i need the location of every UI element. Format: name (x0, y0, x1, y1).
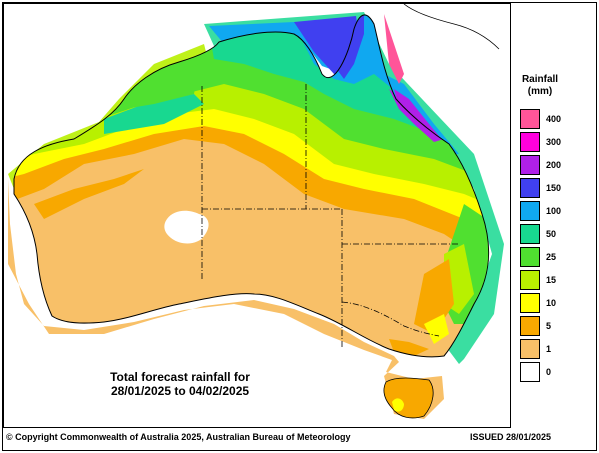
legend-label-300: 300 (546, 137, 562, 147)
legend-label-150: 150 (546, 183, 562, 193)
legend-label-100: 100 (546, 206, 562, 216)
caption-line-2: 28/01/2025 to 04/02/2025 (110, 384, 250, 398)
legend-label-400: 400 (546, 114, 562, 124)
legend-swatch-400 (520, 109, 540, 129)
legend-label-25: 25 (546, 252, 557, 262)
tasmania (383, 377, 434, 419)
issued-date: ISSUED 28/01/2025 (470, 432, 552, 442)
legend-swatch-10 (520, 293, 540, 313)
state-borders (201, 84, 459, 349)
legend-label-200: 200 (546, 160, 562, 170)
rainfall-map (3, 3, 511, 428)
legend-swatch-300 (520, 132, 540, 152)
legend-label-50: 50 (546, 229, 557, 239)
legend-swatch-200 (520, 155, 540, 175)
legend-swatch-50 (520, 224, 540, 244)
legend-swatch-150 (520, 178, 540, 198)
legend-swatch-15 (520, 270, 540, 290)
map-caption: Total forecast rainfall for 28/01/2025 t… (70, 370, 290, 398)
legend-label-0: 0 (546, 367, 552, 377)
legend-label-10: 10 (546, 298, 557, 308)
legend-label-1: 1 (546, 344, 552, 354)
legend-title-line-1: Rainfall (521, 74, 559, 85)
legend-swatch-100 (520, 201, 540, 221)
legend-swatch-0 (520, 362, 540, 382)
png-coastline (403, 4, 500, 50)
legend-label-15: 15 (546, 275, 557, 285)
caption-line-1: Total forecast rainfall for (110, 370, 250, 384)
legend-label-5: 5 (546, 321, 552, 331)
legend-swatch-25 (520, 247, 540, 267)
legend-title: Rainfall (mm) (520, 74, 560, 98)
legend-swatch-5 (520, 316, 540, 336)
legend-title-line-2: (mm) (527, 86, 553, 97)
copyright-notice: © Copyright Commonwealth of Australia 20… (6, 432, 351, 442)
coastline (13, 14, 490, 358)
legend-swatch-1 (520, 339, 540, 359)
land-rain-field (14, 14, 489, 357)
